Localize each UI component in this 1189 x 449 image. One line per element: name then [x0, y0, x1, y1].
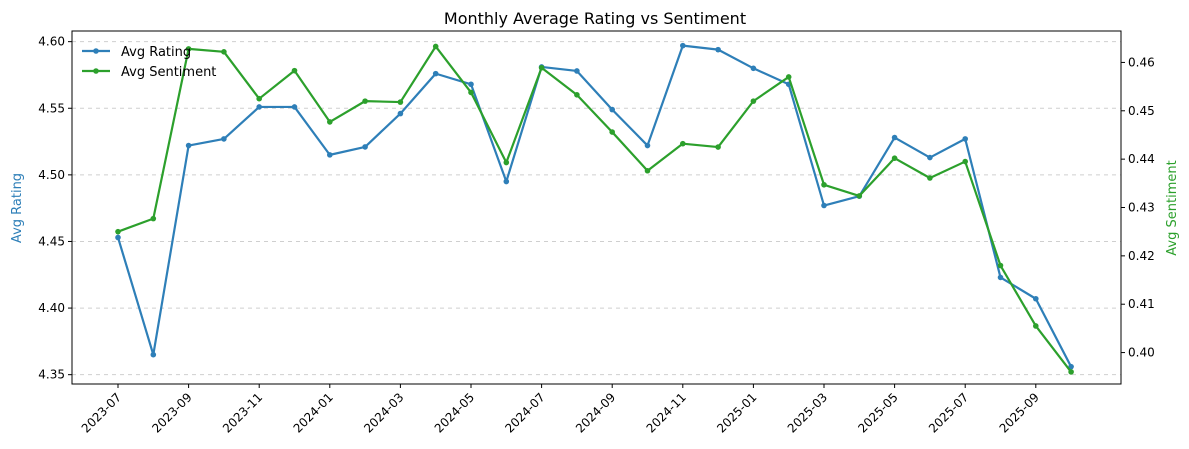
data-point [503, 159, 510, 166]
data-point [609, 129, 615, 135]
series-line-avg-sentiment [117, 45, 1072, 373]
data-point [291, 104, 298, 110]
y-tick-label-right: 0.40 [1128, 346, 1155, 360]
data-point [821, 202, 827, 209]
data-point [185, 46, 192, 52]
y-tick-label-right: 0.41 [1128, 297, 1155, 311]
legend: Avg Rating Avg Sentiment [82, 45, 216, 80]
data-point [962, 136, 968, 142]
x-tick-label: 2025-05 [855, 390, 900, 435]
x-tick-label: 2024-11 [644, 390, 689, 435]
x-tick-label: 2024-03 [361, 390, 406, 435]
data-point [891, 155, 898, 161]
data-point [1033, 295, 1039, 302]
x-tick-label: 2025-09 [997, 390, 1042, 435]
data-point [680, 42, 686, 49]
y-tick-label-left: 4.45 [38, 234, 65, 248]
data-point [432, 43, 439, 50]
data-point [115, 228, 121, 235]
y-tick-label-right: 0.44 [1128, 152, 1155, 166]
data-point [644, 167, 651, 174]
data-point [574, 68, 580, 74]
y-axis-label-left: Avg Rating [10, 173, 25, 243]
data-point [715, 144, 721, 150]
y-axis-label-right: Avg Sentiment [1165, 160, 1180, 255]
x-tick-label: 2024-01 [291, 390, 336, 435]
data-point [1068, 363, 1074, 370]
x-tick-label: 2023-09 [149, 390, 194, 435]
data-point [362, 144, 368, 150]
data-point [785, 74, 792, 80]
data-point [891, 134, 898, 141]
data-point [150, 351, 157, 358]
data-point [1068, 369, 1074, 375]
data-point [362, 98, 368, 104]
y-tick-label-right: 0.42 [1128, 249, 1155, 263]
legend-marker [93, 68, 99, 74]
series-line-avg-rating [116, 44, 1073, 368]
data-point [644, 142, 651, 149]
data-point [397, 110, 404, 117]
data-point [468, 81, 474, 88]
chart-title: Monthly Average Rating vs Sentiment [444, 9, 746, 28]
x-tick-label: 2024-09 [573, 390, 618, 435]
y-tick-label-right: 0.43 [1128, 201, 1155, 215]
data-point [397, 99, 404, 105]
data-point [503, 178, 510, 185]
data-point [291, 67, 298, 74]
data-point [468, 89, 474, 96]
x-tick-label: 2025-03 [785, 390, 830, 435]
data-point [221, 136, 227, 142]
data-point [715, 46, 721, 53]
x-tick-label: 2023-07 [79, 390, 124, 435]
data-point [750, 98, 757, 104]
data-point [115, 234, 121, 241]
data-point [997, 262, 1004, 269]
legend-marker [93, 48, 99, 54]
data-point [821, 181, 827, 188]
data-point [221, 48, 227, 55]
x-tick-label: 2024-07 [502, 390, 547, 435]
data-point [538, 64, 545, 71]
x-tick-label: 2025-01 [714, 390, 759, 435]
data-point [750, 65, 757, 72]
data-point [609, 106, 615, 113]
legend-label: Avg Sentiment [121, 65, 216, 80]
y-tick-label-left: 4.55 [38, 101, 65, 115]
data-point [185, 142, 192, 149]
data-point [1033, 323, 1039, 329]
data-point [927, 154, 933, 161]
grid-layer [72, 41, 1121, 376]
series-layer [115, 42, 1074, 375]
data-point [680, 140, 686, 147]
data-point [327, 119, 333, 125]
y-tick-label-right: 0.45 [1128, 104, 1155, 118]
data-point [256, 104, 263, 110]
data-point [150, 215, 157, 222]
x-tick-label: 2024-05 [432, 390, 477, 435]
data-point [432, 70, 439, 77]
data-point [856, 193, 863, 199]
data-point [574, 92, 580, 98]
y-tick-label-left: 4.60 [38, 35, 65, 49]
legend-label: Avg Rating [121, 45, 191, 60]
data-point [256, 95, 263, 102]
y-tick-label-right: 0.46 [1128, 55, 1155, 69]
y-tick-label-left: 4.50 [38, 168, 65, 182]
x-tick-label: 2025-07 [926, 390, 971, 435]
data-point [962, 158, 968, 165]
data-point [327, 152, 333, 158]
plot-frame [71, 30, 1122, 385]
y-tick-label-left: 4.40 [38, 301, 65, 315]
data-point [927, 175, 933, 181]
data-point [997, 274, 1004, 281]
x-tick-label: 2023-11 [220, 390, 265, 435]
y-tick-label-left: 4.35 [38, 368, 65, 382]
